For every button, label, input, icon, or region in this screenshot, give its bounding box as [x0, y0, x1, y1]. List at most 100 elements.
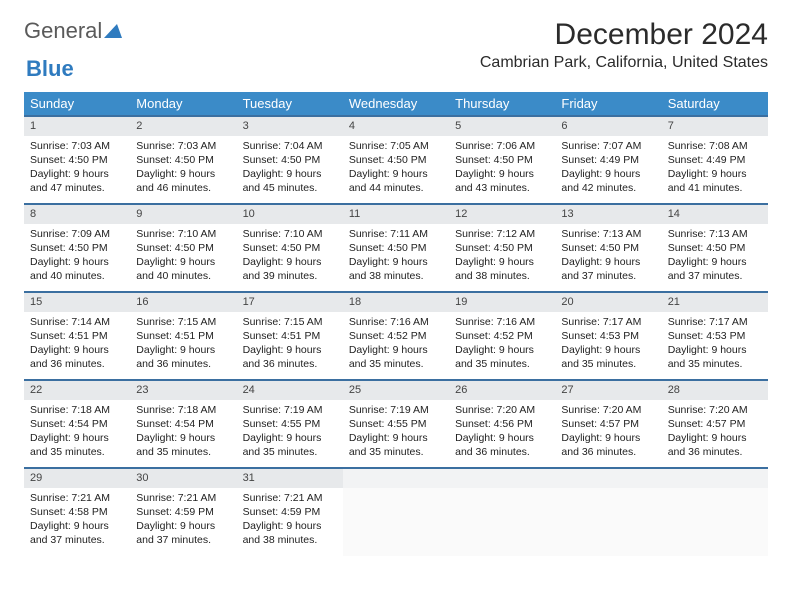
day-number: 2 — [130, 117, 236, 136]
day-number: 5 — [449, 117, 555, 136]
calendar-day-cell: 24Sunrise: 7:19 AMSunset: 4:55 PMDayligh… — [237, 380, 343, 468]
day-number: 16 — [130, 293, 236, 312]
day-number: 22 — [24, 381, 130, 400]
calendar-day-cell: 4Sunrise: 7:05 AMSunset: 4:50 PMDaylight… — [343, 116, 449, 204]
daylight-line: Daylight: 9 hours and 38 minutes. — [455, 255, 549, 283]
day-body: Sunrise: 7:13 AMSunset: 4:50 PMDaylight:… — [662, 224, 768, 290]
day-body: Sunrise: 7:20 AMSunset: 4:56 PMDaylight:… — [449, 400, 555, 466]
day-body: Sunrise: 7:15 AMSunset: 4:51 PMDaylight:… — [237, 312, 343, 378]
sunset-line: Sunset: 4:50 PM — [455, 241, 549, 255]
day-number: 19 — [449, 293, 555, 312]
day-header: Monday — [130, 92, 236, 116]
calendar-day-cell — [662, 468, 768, 556]
sunrise-line: Sunrise: 7:13 AM — [561, 227, 655, 241]
daylight-line: Daylight: 9 hours and 40 minutes. — [30, 255, 124, 283]
calendar-day-cell: 19Sunrise: 7:16 AMSunset: 4:52 PMDayligh… — [449, 292, 555, 380]
daylight-line: Daylight: 9 hours and 35 minutes. — [30, 431, 124, 459]
day-number: 9 — [130, 205, 236, 224]
day-number: 11 — [343, 205, 449, 224]
logo-triangle-icon — [104, 22, 122, 38]
daylight-line: Daylight: 9 hours and 36 minutes. — [136, 343, 230, 371]
calendar-day-cell: 18Sunrise: 7:16 AMSunset: 4:52 PMDayligh… — [343, 292, 449, 380]
calendar-week-row: 8Sunrise: 7:09 AMSunset: 4:50 PMDaylight… — [24, 204, 768, 292]
day-body: Sunrise: 7:19 AMSunset: 4:55 PMDaylight:… — [343, 400, 449, 466]
day-body: Sunrise: 7:18 AMSunset: 4:54 PMDaylight:… — [130, 400, 236, 466]
calendar-table: Sunday Monday Tuesday Wednesday Thursday… — [24, 92, 768, 556]
logo-text-general: General — [24, 18, 102, 44]
day-header-row: Sunday Monday Tuesday Wednesday Thursday… — [24, 92, 768, 116]
calendar-week-row: 29Sunrise: 7:21 AMSunset: 4:58 PMDayligh… — [24, 468, 768, 556]
calendar-day-cell: 20Sunrise: 7:17 AMSunset: 4:53 PMDayligh… — [555, 292, 661, 380]
day-body: Sunrise: 7:09 AMSunset: 4:50 PMDaylight:… — [24, 224, 130, 290]
daylight-line: Daylight: 9 hours and 47 minutes. — [30, 167, 124, 195]
daylight-line: Daylight: 9 hours and 41 minutes. — [668, 167, 762, 195]
calendar-day-cell: 9Sunrise: 7:10 AMSunset: 4:50 PMDaylight… — [130, 204, 236, 292]
day-body: Sunrise: 7:19 AMSunset: 4:55 PMDaylight:… — [237, 400, 343, 466]
day-body: Sunrise: 7:14 AMSunset: 4:51 PMDaylight:… — [24, 312, 130, 378]
calendar-day-cell: 28Sunrise: 7:20 AMSunset: 4:57 PMDayligh… — [662, 380, 768, 468]
day-number: 30 — [130, 469, 236, 488]
calendar-day-cell: 21Sunrise: 7:17 AMSunset: 4:53 PMDayligh… — [662, 292, 768, 380]
day-number: 21 — [662, 293, 768, 312]
daylight-line: Daylight: 9 hours and 38 minutes. — [243, 519, 337, 547]
title-block: December 2024 Cambrian Park, California,… — [480, 18, 768, 72]
daylight-line: Daylight: 9 hours and 35 minutes. — [455, 343, 549, 371]
day-body: Sunrise: 7:21 AMSunset: 4:59 PMDaylight:… — [237, 488, 343, 554]
sunrise-line: Sunrise: 7:21 AM — [243, 491, 337, 505]
sunrise-line: Sunrise: 7:18 AM — [30, 403, 124, 417]
sunrise-line: Sunrise: 7:10 AM — [136, 227, 230, 241]
day-body: Sunrise: 7:20 AMSunset: 4:57 PMDaylight:… — [662, 400, 768, 466]
sunrise-line: Sunrise: 7:14 AM — [30, 315, 124, 329]
day-body: Sunrise: 7:08 AMSunset: 4:49 PMDaylight:… — [662, 136, 768, 202]
day-header: Friday — [555, 92, 661, 116]
sunset-line: Sunset: 4:50 PM — [455, 153, 549, 167]
logo-text-blue: Blue — [26, 56, 74, 82]
sunset-line: Sunset: 4:50 PM — [243, 153, 337, 167]
day-body: Sunrise: 7:05 AMSunset: 4:50 PMDaylight:… — [343, 136, 449, 202]
sunrise-line: Sunrise: 7:21 AM — [30, 491, 124, 505]
daylight-line: Daylight: 9 hours and 36 minutes. — [243, 343, 337, 371]
sunset-line: Sunset: 4:58 PM — [30, 505, 124, 519]
sunset-line: Sunset: 4:51 PM — [30, 329, 124, 343]
sunset-line: Sunset: 4:59 PM — [243, 505, 337, 519]
sunrise-line: Sunrise: 7:16 AM — [349, 315, 443, 329]
calendar-day-cell: 11Sunrise: 7:11 AMSunset: 4:50 PMDayligh… — [343, 204, 449, 292]
sunset-line: Sunset: 4:53 PM — [668, 329, 762, 343]
sunset-line: Sunset: 4:50 PM — [136, 241, 230, 255]
sunset-line: Sunset: 4:50 PM — [243, 241, 337, 255]
sunset-line: Sunset: 4:51 PM — [136, 329, 230, 343]
sunrise-line: Sunrise: 7:12 AM — [455, 227, 549, 241]
sunset-line: Sunset: 4:57 PM — [668, 417, 762, 431]
sunset-line: Sunset: 4:57 PM — [561, 417, 655, 431]
sunset-line: Sunset: 4:50 PM — [30, 241, 124, 255]
daylight-line: Daylight: 9 hours and 44 minutes. — [349, 167, 443, 195]
sunrise-line: Sunrise: 7:10 AM — [243, 227, 337, 241]
sunrise-line: Sunrise: 7:03 AM — [30, 139, 124, 153]
sunrise-line: Sunrise: 7:20 AM — [668, 403, 762, 417]
sunrise-line: Sunrise: 7:17 AM — [561, 315, 655, 329]
day-number: 10 — [237, 205, 343, 224]
calendar-day-cell: 6Sunrise: 7:07 AMSunset: 4:49 PMDaylight… — [555, 116, 661, 204]
day-body: Sunrise: 7:21 AMSunset: 4:58 PMDaylight:… — [24, 488, 130, 554]
daylight-line: Daylight: 9 hours and 37 minutes. — [561, 255, 655, 283]
day-body: Sunrise: 7:16 AMSunset: 4:52 PMDaylight:… — [343, 312, 449, 378]
sunrise-line: Sunrise: 7:16 AM — [455, 315, 549, 329]
day-number: 1 — [24, 117, 130, 136]
calendar-day-cell: 23Sunrise: 7:18 AMSunset: 4:54 PMDayligh… — [130, 380, 236, 468]
day-body: Sunrise: 7:06 AMSunset: 4:50 PMDaylight:… — [449, 136, 555, 202]
sunrise-line: Sunrise: 7:15 AM — [136, 315, 230, 329]
calendar-day-cell: 30Sunrise: 7:21 AMSunset: 4:59 PMDayligh… — [130, 468, 236, 556]
location: Cambrian Park, California, United States — [480, 54, 768, 72]
sunset-line: Sunset: 4:59 PM — [136, 505, 230, 519]
day-body: Sunrise: 7:17 AMSunset: 4:53 PMDaylight:… — [555, 312, 661, 378]
daylight-line: Daylight: 9 hours and 35 minutes. — [561, 343, 655, 371]
sunrise-line: Sunrise: 7:15 AM — [243, 315, 337, 329]
calendar-day-cell — [449, 468, 555, 556]
calendar-day-cell: 3Sunrise: 7:04 AMSunset: 4:50 PMDaylight… — [237, 116, 343, 204]
sunset-line: Sunset: 4:50 PM — [668, 241, 762, 255]
sunrise-line: Sunrise: 7:04 AM — [243, 139, 337, 153]
daylight-line: Daylight: 9 hours and 36 minutes. — [561, 431, 655, 459]
day-body: Sunrise: 7:07 AMSunset: 4:49 PMDaylight:… — [555, 136, 661, 202]
sunrise-line: Sunrise: 7:17 AM — [668, 315, 762, 329]
sunset-line: Sunset: 4:49 PM — [668, 153, 762, 167]
